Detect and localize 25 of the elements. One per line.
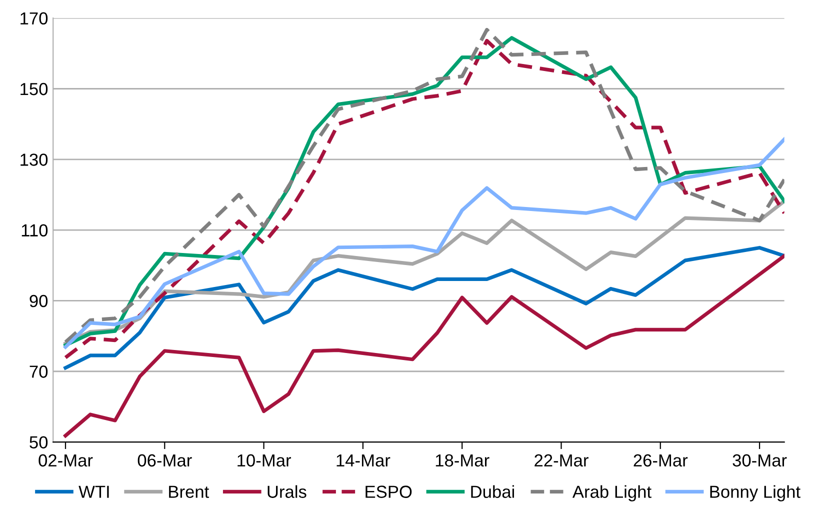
legend-label: WTI xyxy=(78,486,109,498)
y-tick-label: 170 xyxy=(20,12,48,25)
x-tick-label: 26-Mar xyxy=(634,454,688,467)
y-tick-label: 130 xyxy=(20,154,48,166)
line-series xyxy=(64,246,784,370)
x-tick-label: 14-Mar xyxy=(336,454,390,467)
y-tick-label: 150 xyxy=(20,82,48,96)
y-tick-label: 50 xyxy=(30,436,48,448)
legend-label: Arab Light xyxy=(572,485,652,502)
x-tick-label: 18-Mar xyxy=(436,454,490,467)
line-series xyxy=(64,254,784,438)
x-tick-label: 02-Mar xyxy=(38,454,93,467)
legend-label: Bonny Light xyxy=(710,485,800,502)
legend-label: Brent xyxy=(169,486,210,498)
legend-label: Urals xyxy=(268,485,306,498)
x-tick-label: 22-Mar xyxy=(534,454,588,467)
y-tick-label: 90 xyxy=(30,294,48,308)
line-series xyxy=(64,137,784,349)
x-tick-label: 06-Mar xyxy=(138,454,192,467)
legend-label: Dubai xyxy=(471,485,514,498)
y-tick-label: 110 xyxy=(22,224,48,237)
y-tick-label: 70 xyxy=(30,366,48,378)
legend-label: ESPO xyxy=(366,486,412,498)
x-tick-label: 10-Mar xyxy=(238,454,292,467)
x-tick-label: 30-Mar xyxy=(732,454,787,467)
